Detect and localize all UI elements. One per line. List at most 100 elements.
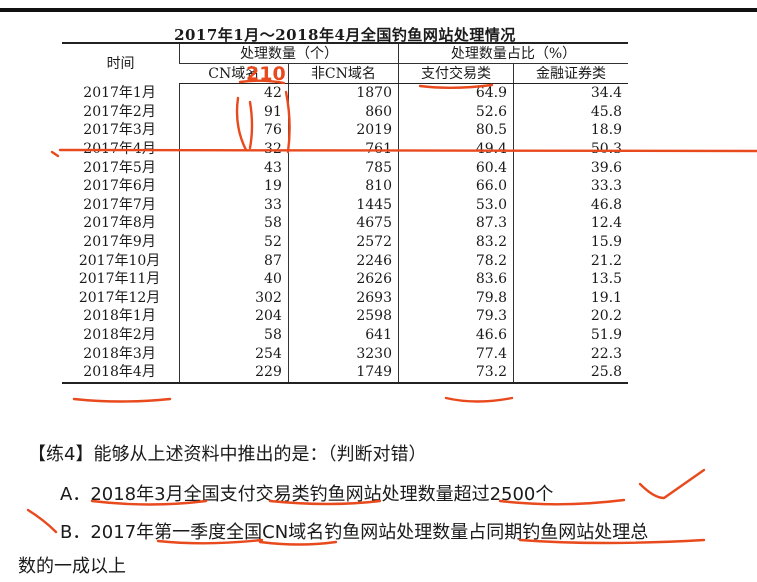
cell-time: 2017年1月: [83, 85, 156, 102]
cell-time: 2017年2月: [83, 103, 156, 120]
cell-payment: 53.0: [398, 195, 514, 215]
table-row: 2018年3月 254 3230 77.4 22.3: [62, 344, 628, 363]
cell-non-cn: 2019: [287, 121, 399, 140]
cell-time: 2018年2月: [83, 327, 156, 344]
option-b-continued: 数的一成以上: [18, 556, 126, 577]
cell-payment: 52.6: [398, 102, 514, 122]
cell-finance: 50.3: [512, 139, 628, 159]
header-cn: CN域名: [179, 63, 289, 84]
cell-cn: 91: [179, 102, 289, 122]
header-group-share: 处理数量占比（%）: [398, 43, 628, 64]
header-group-count: 处理数量（个）: [179, 43, 399, 64]
cell-cn: 32: [179, 139, 289, 159]
check-mark: [638, 468, 706, 500]
cell-finance: 51.9: [512, 325, 628, 345]
table-body: 2017年1月 42 1870 64.9 34.4 2017年2月 91 860 52.6 45.…: [62, 83, 628, 383]
cell-time: 2017年8月: [83, 215, 156, 232]
cell-finance: 45.8: [512, 102, 628, 122]
cell-cn: 40: [179, 269, 289, 289]
option-b: B．2017年第一季度全国CN域名钓鱼网站处理数量占同期钓鱼网站处理总: [60, 522, 649, 543]
cell-finance: 22.3: [512, 344, 628, 363]
table-row: 2017年2月 91 860 52.6 45.8: [62, 102, 628, 122]
table-row: 2017年9月 52 2572 83.2 15.9: [62, 232, 628, 252]
cell-cn: 58: [179, 325, 289, 345]
cell-payment: 77.4: [398, 344, 514, 363]
cell-time: 2017年3月: [83, 122, 156, 139]
cell-non-cn: 1445: [287, 195, 399, 215]
cell-non-cn: 761: [287, 139, 399, 159]
value-77-4-underline: [444, 396, 514, 403]
cell-cn: 254: [179, 344, 289, 363]
cell-payment: 60.4: [398, 158, 514, 177]
cell-cn: 87: [179, 251, 289, 270]
cell-payment: 49.4: [398, 139, 514, 159]
cell-payment: 80.5: [398, 121, 514, 140]
cell-time: 2017年6月: [83, 178, 156, 195]
row-2018-03-underline: [72, 397, 172, 403]
cell-cn: 76: [179, 121, 289, 140]
cell-payment: 78.2: [398, 251, 514, 270]
cell-payment: 79.8: [398, 288, 514, 308]
cell-non-cn: 2572: [287, 232, 399, 252]
cell-cn: 229: [179, 362, 289, 383]
cell-finance: 20.2: [512, 307, 628, 326]
question-stem: 【练4】能够从上述资料中推出的是：（判断对错）: [28, 444, 427, 465]
table-row: 2017年1月 42 1870 64.9 34.4: [62, 83, 628, 103]
cell-time: 2018年1月: [83, 308, 156, 325]
table-row: 2017年12月 302 2693 79.8 19.1: [62, 288, 628, 308]
cell-payment: 73.2: [398, 362, 514, 383]
cell-finance: 21.2: [512, 251, 628, 270]
top-rule: [0, 8, 757, 12]
cell-cn: 43: [179, 158, 289, 177]
cell-time: 2017年12月: [78, 289, 161, 306]
cell-non-cn: 641: [287, 325, 399, 345]
cell-cn: 33: [179, 195, 289, 215]
cell-non-cn: 1870: [287, 83, 399, 103]
cell-payment: 66.0: [398, 176, 514, 196]
cell-cn: 58: [179, 214, 289, 233]
cell-cn: 204: [179, 307, 289, 326]
table-row: 2017年6月 19 810 66.0 33.3: [62, 176, 628, 196]
cell-time: 2018年4月: [83, 364, 156, 381]
table-row: 2017年11月 40 2626 83.6 13.5: [62, 269, 628, 289]
table-row: 2018年2月 58 641 46.6 51.9: [62, 325, 628, 345]
cell-time: 2017年9月: [83, 234, 156, 251]
table-row: 2017年5月 43 785 60.4 39.6: [62, 158, 628, 177]
cell-time: 2017年4月: [83, 141, 156, 158]
cell-non-cn: 2693: [287, 288, 399, 308]
data-table: 时间 处理数量（个） 处理数量占比（%） CN域名 非CN域名 支付交易类 金融…: [62, 42, 628, 384]
cell-non-cn: 2598: [287, 307, 399, 326]
table-row: 2018年1月 204 2598 79.3 20.2: [62, 307, 628, 326]
cell-non-cn: 2626: [287, 269, 399, 289]
cell-payment: 46.6: [398, 325, 514, 345]
header-time: 时间: [106, 55, 135, 72]
cell-cn: 52: [179, 232, 289, 252]
cell-cn: 302: [179, 288, 289, 308]
cell-finance: 39.6: [512, 158, 628, 177]
cell-payment: 64.9: [398, 83, 514, 103]
table-row: 2017年8月 58 4675 87.3 12.4: [62, 214, 628, 233]
table-row: 2017年7月 33 1445 53.0 46.8: [62, 195, 628, 215]
cell-time: 2017年10月: [78, 252, 161, 269]
cell-non-cn: 1749: [287, 362, 399, 383]
option-a: A．2018年3月全国支付交易类钓鱼网站处理数量超过2500个: [60, 484, 554, 505]
table-row: 2017年3月 76 2019 80.5 18.9: [62, 121, 628, 140]
cell-finance: 19.1: [512, 288, 628, 308]
cell-finance: 12.4: [512, 214, 628, 233]
cell-finance: 34.4: [512, 83, 628, 103]
cell-time: 2017年7月: [83, 196, 156, 213]
cell-non-cn: 2246: [287, 251, 399, 270]
header-finance: 金融证券类: [512, 63, 628, 84]
cell-non-cn: 3230: [287, 344, 399, 363]
cell-payment: 83.2: [398, 232, 514, 252]
cell-cn: 19: [179, 176, 289, 196]
cell-finance: 18.9: [512, 121, 628, 140]
cell-non-cn: 785: [287, 158, 399, 177]
header-non-cn: 非CN域名: [287, 63, 399, 84]
header-payment: 支付交易类: [398, 63, 514, 84]
cell-finance: 13.5: [512, 269, 628, 289]
table-row: 2018年4月 229 1749 73.2 25.8: [62, 362, 628, 383]
cell-finance: 46.8: [512, 195, 628, 215]
cell-payment: 87.3: [398, 214, 514, 233]
cell-cn: 42: [179, 83, 289, 103]
